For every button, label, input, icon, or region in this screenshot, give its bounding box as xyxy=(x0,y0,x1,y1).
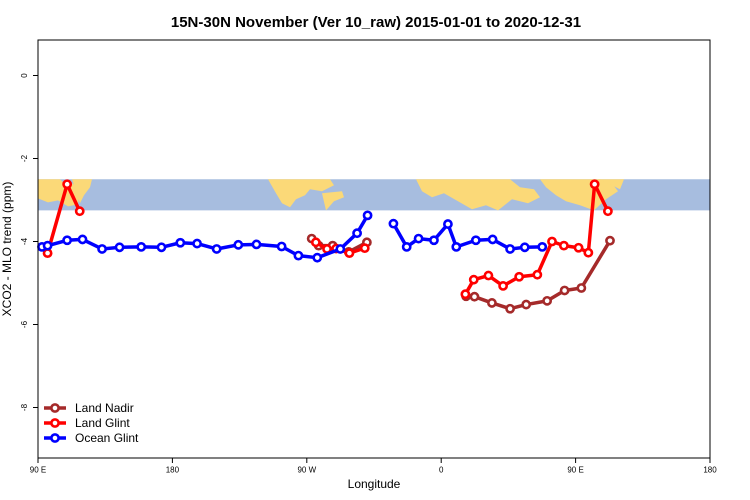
x-tick-label: 180 xyxy=(166,466,180,475)
chart-title: 15N-30N November (Ver 10_raw) 2015-01-01… xyxy=(171,14,581,31)
data-point xyxy=(401,241,412,252)
y-axis-label: XCO2 - MLO trend (ppm) xyxy=(0,182,14,317)
series-layer xyxy=(37,179,615,314)
data-point xyxy=(483,270,494,281)
data-point xyxy=(388,218,399,229)
data-point xyxy=(136,241,147,252)
data-point xyxy=(532,269,543,280)
data-point xyxy=(521,299,532,310)
x-axis-label: Longitude xyxy=(348,477,401,491)
data-point xyxy=(460,289,471,300)
series-ocean-glint xyxy=(37,210,548,263)
x-tick-label: 90 W xyxy=(297,466,316,475)
data-point xyxy=(487,234,498,245)
data-point xyxy=(451,241,462,252)
data-point xyxy=(605,235,615,246)
data-point xyxy=(42,240,53,251)
data-point xyxy=(62,235,73,246)
data-point xyxy=(276,241,287,252)
legend-label: Land Nadir xyxy=(75,401,134,415)
data-point xyxy=(537,241,548,252)
data-point xyxy=(573,242,584,253)
data-point xyxy=(362,210,373,221)
data-point xyxy=(583,247,594,258)
legend-marker xyxy=(50,418,60,428)
data-point xyxy=(359,243,370,254)
data-point xyxy=(344,248,355,259)
series-land-glint xyxy=(42,179,613,300)
data-point xyxy=(505,244,515,254)
series-land-nadir xyxy=(306,233,615,314)
legend-marker xyxy=(50,403,60,413)
data-point xyxy=(211,244,222,254)
map-land-3 xyxy=(322,191,344,211)
x-tick-label: 180 xyxy=(703,466,717,475)
legend-marker xyxy=(50,433,60,443)
data-point xyxy=(558,240,569,251)
data-point xyxy=(519,242,530,253)
data-point xyxy=(77,234,88,245)
data-point xyxy=(468,274,479,285)
y-tick-label: -6 xyxy=(20,320,29,328)
data-point xyxy=(293,250,304,261)
data-point xyxy=(413,233,424,244)
data-point xyxy=(542,295,553,306)
data-point xyxy=(74,206,85,217)
data-point xyxy=(429,235,439,246)
data-point xyxy=(469,291,480,302)
data-point xyxy=(352,228,362,239)
map-land-2 xyxy=(268,179,334,208)
world-map-band xyxy=(38,179,710,211)
data-point xyxy=(498,281,509,291)
map-land-4 xyxy=(416,179,540,211)
data-point xyxy=(310,237,321,248)
data-point xyxy=(192,238,202,249)
data-point xyxy=(514,271,525,282)
map-land-6 xyxy=(598,179,624,190)
y-axis: 0 -2 -4 -6 -8 xyxy=(20,40,39,458)
y-tick-label: -2 xyxy=(20,154,29,162)
x-tick-label: 90 E xyxy=(567,466,583,475)
y-tick-label: -8 xyxy=(20,403,29,411)
data-point xyxy=(505,303,515,314)
data-point xyxy=(175,237,186,248)
data-point xyxy=(470,235,481,246)
map-land-1 xyxy=(72,179,92,204)
data-point xyxy=(97,244,107,254)
y-tick-label: -4 xyxy=(20,237,29,245)
data-point xyxy=(62,179,73,190)
legend-label: Land Glint xyxy=(75,416,130,430)
y-tick-label: 0 xyxy=(20,73,29,78)
data-point xyxy=(335,244,346,254)
data-point xyxy=(251,239,262,250)
data-point xyxy=(312,252,323,263)
data-point xyxy=(603,206,613,217)
data-point xyxy=(114,242,125,253)
x-tick-label: 90 E xyxy=(30,466,46,475)
data-point xyxy=(156,242,167,253)
legend-label: Ocean Glint xyxy=(75,431,139,445)
data-point xyxy=(487,298,497,308)
data-point xyxy=(576,283,587,293)
data-point xyxy=(589,179,600,190)
data-point xyxy=(233,239,244,250)
data-point xyxy=(547,236,557,247)
x-axis: 90 E 180 90 W 0 90 E 180 xyxy=(30,457,717,475)
x-tick-label: 0 xyxy=(439,466,444,475)
data-point xyxy=(443,219,453,229)
data-point xyxy=(559,285,570,296)
